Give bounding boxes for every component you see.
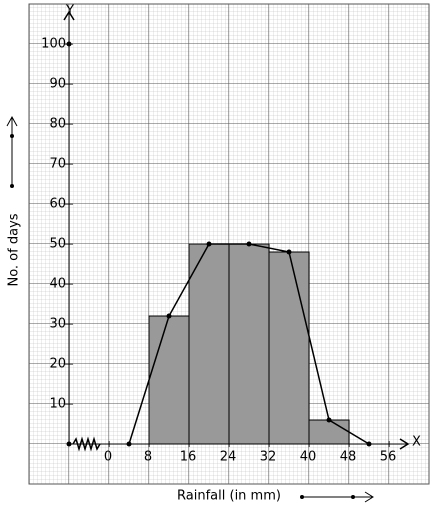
y-arrow	[63, 10, 75, 21]
bar	[188, 243, 230, 445]
polygon-point	[206, 241, 212, 247]
polygon-point	[286, 249, 292, 255]
polygon-point	[246, 241, 252, 247]
y-tick-label: 50	[49, 237, 66, 252]
scale-dot	[10, 134, 14, 138]
plot-area	[126, 241, 372, 447]
y-tick-label: 70	[49, 157, 66, 172]
x-tick-label: 16	[180, 450, 197, 465]
scale-dot	[10, 184, 14, 188]
x-arrow	[399, 438, 410, 450]
y-tick-label: 20	[49, 357, 66, 372]
y-tick-label: 10	[49, 397, 66, 412]
bar	[148, 315, 190, 445]
x-tick-label: 0	[104, 450, 112, 465]
x-tick-label: 56	[380, 450, 397, 465]
x-tick-label: 32	[260, 450, 277, 465]
y-tick-label: 80	[49, 117, 66, 132]
y-tick-label: 60	[49, 197, 66, 212]
x-tick-label: 40	[300, 450, 317, 465]
y-tick-label: 90	[49, 77, 66, 92]
y-tick-label: 100	[41, 37, 66, 52]
scale-arrow-head	[6, 115, 18, 127]
x-axis-name: X	[412, 435, 421, 450]
x-tick-label: 8	[144, 450, 152, 465]
x-axis-title: Rainfall (in mm)	[177, 489, 281, 504]
bar	[268, 251, 310, 445]
polygon-point	[166, 313, 172, 319]
origin-dot	[66, 441, 72, 447]
polygon-point	[326, 417, 332, 423]
y-axis-title: No. of days	[7, 213, 22, 286]
bar	[308, 419, 350, 445]
y-tick-label: 40	[49, 277, 66, 292]
bar	[228, 243, 270, 445]
x-tick-label: 24	[220, 450, 237, 465]
axis-break	[72, 436, 101, 452]
scale-dot	[351, 495, 355, 499]
y-axis-name: Y	[65, 4, 74, 19]
x-tick-label: 48	[340, 450, 357, 465]
scale-arrow-head	[364, 491, 374, 503]
scale-dot	[300, 495, 304, 499]
y-tick-label: 30	[49, 317, 66, 332]
